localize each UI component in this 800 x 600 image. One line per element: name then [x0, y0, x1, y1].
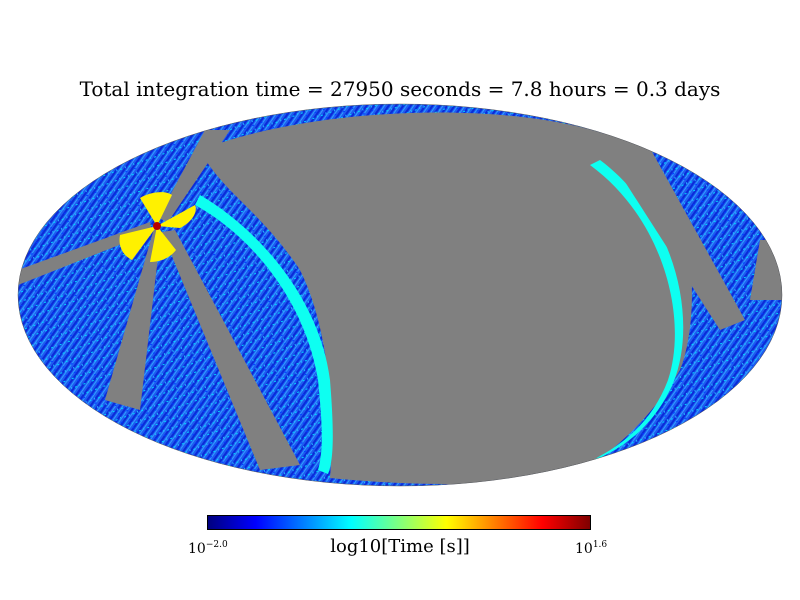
unobserved-region [200, 112, 692, 484]
deep-field-cap [119, 192, 196, 262]
colorbar-label: log10[Time [s]] [330, 536, 470, 557]
unobserved-wedge [18, 222, 152, 285]
colorbar-min-label: 10−2.0 [188, 540, 228, 557]
unobserved-wedge [162, 230, 300, 470]
chart-title: Total integration time = 27950 seconds =… [79, 77, 721, 101]
colorbar [207, 515, 591, 530]
colorbar-max-label: 101.6 [575, 540, 608, 557]
unobserved-wedge [595, 130, 745, 330]
sky-boundary [17, 103, 783, 487]
colorbar-gradient [208, 516, 590, 529]
limb-band-left [195, 195, 333, 474]
unobserved-wedge [158, 130, 230, 222]
unobserved-wedge [105, 225, 160, 410]
cap-hotspot [153, 222, 161, 230]
